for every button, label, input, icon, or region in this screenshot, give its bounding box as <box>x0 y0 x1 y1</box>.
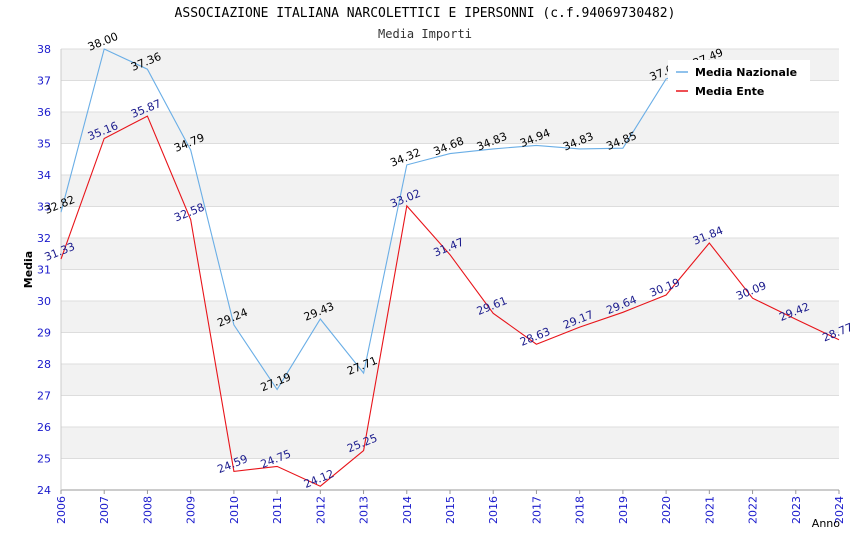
grid-band <box>61 301 839 333</box>
x-tick-label: 2020 <box>660 496 673 524</box>
y-tick-label: 37 <box>37 75 51 88</box>
x-axis-label: Anno <box>812 517 840 530</box>
y-tick-label: 28 <box>37 358 51 371</box>
y-tick-label: 30 <box>37 295 51 308</box>
series-line-media-ente <box>60 115 840 487</box>
x-tick-label: 2015 <box>444 496 457 524</box>
y-tick-label: 24 <box>37 484 51 497</box>
x-tick-label: 2011 <box>271 496 284 524</box>
data-label: 32.82 <box>43 193 77 217</box>
y-tick-label: 34 <box>37 169 51 182</box>
x-tick-label: 2008 <box>141 496 154 524</box>
x-tick-label: 2006 <box>55 496 68 524</box>
x-tick-label: 2010 <box>228 496 241 524</box>
y-tick-label: 38 <box>37 43 51 56</box>
data-label: 30.09 <box>734 279 768 303</box>
y-axis-label: Media <box>22 251 35 288</box>
chart-title: ASSOCIAZIONE ITALIANA NARCOLETTICI E IPE… <box>174 6 676 21</box>
y-tick-label: 31 <box>37 264 51 277</box>
y-tick-label: 33 <box>37 201 51 214</box>
grid-band <box>61 364 839 396</box>
series-line-media-nazionale <box>60 48 710 391</box>
legend-label: Media Ente <box>695 85 764 98</box>
y-tick-label: 29 <box>37 327 51 340</box>
x-tick-label: 2013 <box>358 496 371 524</box>
data-label: 30.19 <box>648 276 682 300</box>
grid-band <box>61 175 839 207</box>
x-tick-label: 2012 <box>314 496 327 524</box>
x-tick-label: 2014 <box>401 496 414 524</box>
x-tick-label: 2022 <box>747 496 760 524</box>
y-tick-label: 25 <box>37 453 51 466</box>
x-tick-label: 2016 <box>487 496 500 524</box>
y-tick-label: 27 <box>37 390 51 403</box>
y-tick-label: 35 <box>37 138 51 151</box>
x-tick-label: 2024 <box>833 496 846 524</box>
x-tick-label: 2018 <box>574 496 587 524</box>
x-tick-label: 2019 <box>617 496 630 524</box>
legend-label: Media Nazionale <box>695 66 797 79</box>
x-tick-label: 2017 <box>530 496 543 524</box>
data-label: 24.12 <box>302 467 336 491</box>
chart-subtitle: Media Importi <box>378 27 472 41</box>
x-tick-label: 2009 <box>185 496 198 524</box>
y-tick-label: 26 <box>37 421 51 434</box>
x-tick-label: 2007 <box>98 496 111 524</box>
x-tick-label: 2023 <box>790 496 803 524</box>
data-label: 34.32 <box>388 146 422 170</box>
y-tick-label: 36 <box>37 106 51 119</box>
legend-box <box>668 60 810 102</box>
grid-band <box>61 427 839 459</box>
grid-band <box>61 112 839 144</box>
y-tick-label: 32 <box>37 232 51 245</box>
x-tick-label: 2021 <box>703 496 716 524</box>
